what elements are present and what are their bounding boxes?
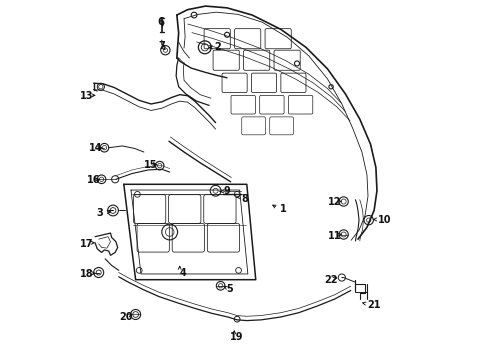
Text: 13: 13 — [80, 91, 94, 101]
Text: 22: 22 — [324, 275, 338, 285]
Text: 18: 18 — [80, 269, 94, 279]
Text: 16: 16 — [87, 175, 100, 185]
Text: 21: 21 — [367, 300, 380, 310]
Text: 17: 17 — [80, 239, 94, 249]
Text: 8: 8 — [242, 194, 248, 204]
Text: 2: 2 — [215, 42, 221, 52]
Text: 10: 10 — [378, 215, 391, 225]
Text: 5: 5 — [226, 284, 233, 294]
Text: 20: 20 — [119, 312, 132, 322]
Text: 11: 11 — [327, 231, 341, 240]
Text: 12: 12 — [327, 197, 341, 207]
Text: 9: 9 — [223, 186, 230, 197]
Text: 15: 15 — [144, 160, 157, 170]
Text: 6: 6 — [157, 17, 164, 27]
Text: 1: 1 — [280, 204, 287, 215]
Text: 7: 7 — [158, 41, 165, 50]
Text: 19: 19 — [230, 332, 244, 342]
Text: 4: 4 — [180, 267, 187, 278]
Text: 14: 14 — [89, 143, 102, 153]
Text: 3: 3 — [96, 208, 103, 218]
